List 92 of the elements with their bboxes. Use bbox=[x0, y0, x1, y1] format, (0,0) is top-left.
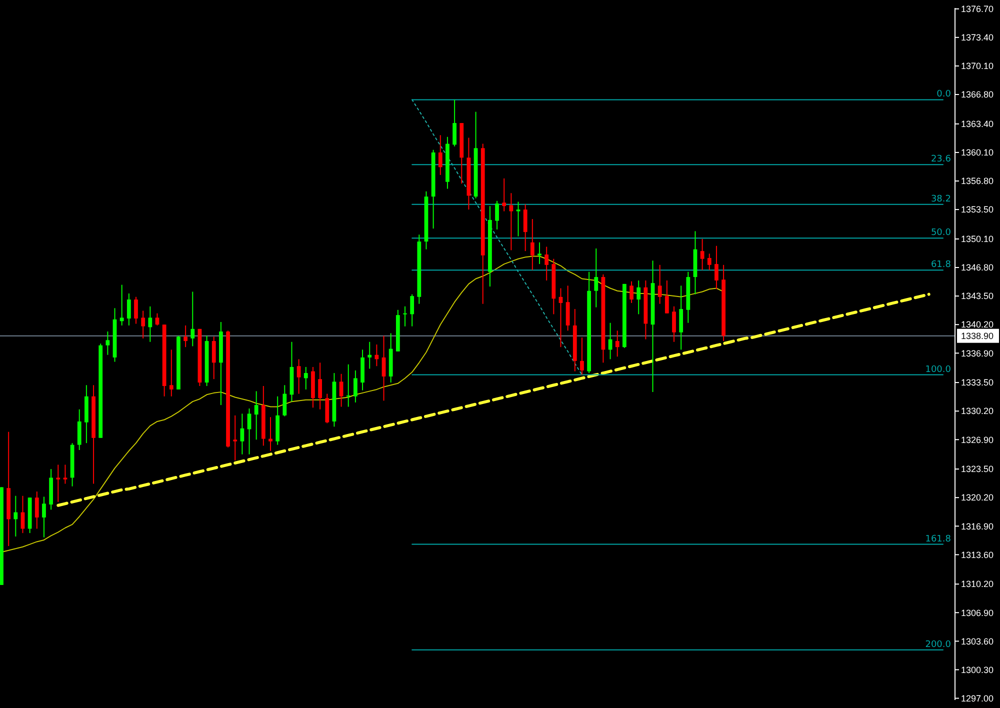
candlestick bbox=[134, 296, 138, 324]
series-label: 100.0 bbox=[925, 364, 952, 375]
y-tick-label: 1350.10 bbox=[961, 234, 994, 244]
candlestick bbox=[354, 370, 358, 403]
y-tick-label: 1300.30 bbox=[961, 664, 994, 675]
series-label: 161.8 bbox=[925, 534, 952, 544]
candlestick bbox=[268, 416, 272, 452]
y-tick-label: 1316.90 bbox=[961, 521, 994, 532]
candlestick bbox=[368, 341, 372, 370]
candlestick bbox=[304, 366, 308, 390]
candlestick bbox=[374, 344, 379, 367]
y-tick-label: 1310.20 bbox=[961, 579, 994, 590]
candlestick bbox=[700, 238, 704, 271]
y-tick-label: 1306.90 bbox=[961, 608, 994, 618]
y-tick-label: 1370.10 bbox=[961, 61, 994, 72]
candlestick bbox=[580, 337, 584, 376]
series-label: 23.6 bbox=[930, 154, 952, 165]
candlestick bbox=[410, 294, 414, 327]
y-tick-label: 1326.90 bbox=[961, 434, 994, 445]
candlestick bbox=[339, 373, 344, 408]
candlestick bbox=[318, 362, 322, 410]
series-label: 0.0 bbox=[936, 90, 952, 100]
candlestick bbox=[523, 204, 528, 252]
series-label: 61.8 bbox=[930, 260, 952, 270]
y-tick-label: 1333.50 bbox=[961, 378, 994, 388]
candlestick bbox=[403, 306, 407, 327]
y-tick-label: 1360.10 bbox=[961, 148, 994, 158]
candlestick bbox=[14, 495, 18, 538]
candlestick bbox=[346, 364, 350, 408]
y-tick-label: 1356.80 bbox=[961, 176, 994, 186]
candlestick bbox=[56, 464, 60, 502]
candlestick bbox=[615, 330, 620, 358]
candlestick bbox=[594, 248, 598, 308]
candlestick bbox=[509, 192, 514, 251]
candlestick bbox=[679, 285, 684, 350]
y-tick-label: 1363.40 bbox=[961, 119, 994, 130]
candlestick bbox=[155, 312, 160, 326]
candlestick bbox=[452, 99, 456, 147]
candlestick bbox=[664, 280, 669, 314]
candlestick bbox=[672, 306, 676, 342]
candlestick bbox=[34, 491, 39, 530]
y-tick-label: 1336.90 bbox=[961, 348, 994, 358]
y-tick-label: 1303.60 bbox=[961, 636, 994, 646]
y-tick-label: 1376.70 bbox=[961, 4, 994, 14]
y-tick-label: 1343.50 bbox=[961, 291, 994, 302]
candlestick bbox=[106, 331, 110, 356]
y-tick-label: 1373.40 bbox=[961, 32, 994, 43]
candlestick bbox=[77, 408, 82, 451]
candlestick bbox=[438, 134, 442, 176]
candlestick bbox=[126, 292, 131, 326]
candlestick bbox=[233, 414, 238, 461]
candlestick bbox=[566, 285, 570, 332]
y-tick-label: 1330.20 bbox=[961, 406, 994, 416]
candlestick bbox=[120, 284, 124, 326]
y-tick-label: 1340.20 bbox=[961, 320, 994, 330]
candlestick bbox=[247, 408, 252, 455]
candlestick bbox=[382, 335, 386, 402]
y-tick-label: 1353.50 bbox=[961, 204, 994, 215]
ref-line-label: 1338.90 bbox=[961, 330, 994, 341]
candlestick bbox=[282, 384, 287, 417]
candlestick bbox=[658, 264, 662, 304]
candlestick bbox=[42, 496, 46, 538]
series-label: 38.2 bbox=[930, 194, 951, 204]
y-tick-label: 1320.20 bbox=[961, 492, 994, 503]
series-label: 50.0 bbox=[930, 228, 952, 238]
y-tick-label: 1346.80 bbox=[961, 262, 994, 273]
candlestick bbox=[296, 358, 301, 394]
candlestick bbox=[707, 253, 712, 271]
candlestick bbox=[538, 242, 542, 265]
y-tick-label: 1313.60 bbox=[961, 550, 994, 560]
y-tick-label: 1297.00 bbox=[961, 693, 994, 704]
candlestick bbox=[148, 306, 152, 342]
candlestick bbox=[141, 310, 146, 339]
candlestick bbox=[544, 246, 549, 281]
y-tick-label: 1366.80 bbox=[961, 90, 994, 100]
candlestick bbox=[240, 413, 244, 455]
candlestick bbox=[530, 218, 534, 271]
line-series bbox=[412, 99, 582, 376]
series-label: 200.0 bbox=[925, 640, 952, 650]
candlestick bbox=[169, 349, 174, 397]
candlestick bbox=[190, 291, 195, 347]
candlestick bbox=[516, 201, 520, 237]
candlestick bbox=[63, 464, 68, 484]
candlestick bbox=[495, 200, 499, 230]
candlestick bbox=[714, 245, 718, 290]
candlestick bbox=[254, 390, 258, 440]
y-tick-label: 1323.50 bbox=[961, 464, 994, 474]
candlestick bbox=[184, 324, 188, 348]
candlestick bbox=[502, 178, 506, 212]
candlestick bbox=[636, 280, 641, 315]
candlestick bbox=[212, 336, 216, 380]
candlestick bbox=[630, 280, 634, 304]
